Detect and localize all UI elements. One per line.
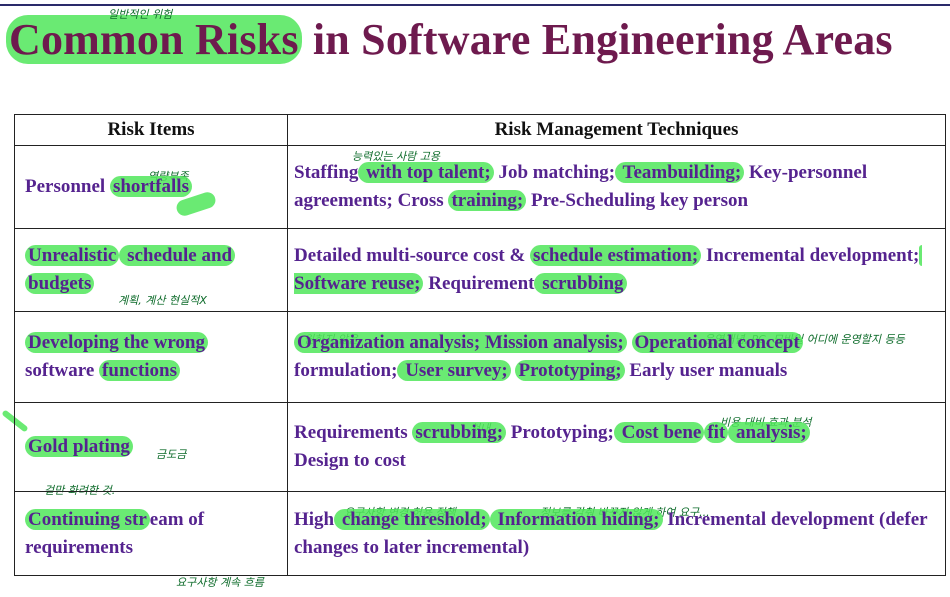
table-row: Developing the wrong software functions … xyxy=(14,311,946,403)
technique-text: Staffing xyxy=(294,162,359,183)
risk-item-highlight: Developing the wrong xyxy=(25,332,208,353)
technique-text xyxy=(627,332,632,353)
technique-highlight: User survey; xyxy=(397,360,511,381)
risk-item-highlight: shortfalls xyxy=(109,176,192,197)
table-row: Unrealistic schedule and budgets Detaile… xyxy=(14,228,946,312)
table-header-row: Risk Items Risk Management Techniques xyxy=(14,114,946,146)
technique-highlight: change threshold; xyxy=(334,508,490,530)
risk-item-cell: Continuing str eam of requirements xyxy=(14,491,288,576)
header-risk-techniques: Risk Management Techniques xyxy=(287,114,946,146)
risk-item-highlight: Continuing str xyxy=(25,508,150,530)
technique-highlight: scrubbing xyxy=(534,273,627,294)
technique-text: Pre-Scheduling key person xyxy=(526,190,749,211)
technique-text: Incremental development; xyxy=(701,245,920,266)
title-rest: in Software Engineering Areas xyxy=(301,15,893,64)
risk-item-cell: Developing the wrong software functions xyxy=(14,311,288,403)
slide-title: Common Risks in Software Engineering Are… xyxy=(6,14,893,65)
technique-highlight: fit xyxy=(704,422,729,443)
technique-text: formulation; xyxy=(294,360,398,381)
handwritten-note: 일반적인 위험 xyxy=(108,8,173,21)
technique-cell: Requirements scrubbing; Prototyping; Cos… xyxy=(287,402,946,492)
risk-item-highlight: schedule and xyxy=(119,245,236,266)
technique-text: Key-personnel agreements; Cross xyxy=(294,162,868,211)
technique-cell: Organization analysis; Mission analysis;… xyxy=(287,311,946,403)
technique-cell: High change threshold; Information hidin… xyxy=(287,491,946,576)
risk-item-highlight: Unrealistic xyxy=(25,245,120,266)
table-row: Continuing str eam of requirements High c… xyxy=(14,491,946,576)
header-risk-items: Risk Items xyxy=(14,114,288,146)
risk-item-text: Personnel xyxy=(25,176,110,197)
technique-text: High xyxy=(294,508,335,530)
technique-highlight: Cost bene xyxy=(613,422,705,443)
risk-item-text: eam of requirements xyxy=(25,508,205,558)
technique-highlight: schedule estimation; xyxy=(530,245,702,266)
technique-text: Detailed multi-source cost & xyxy=(294,245,531,266)
handwritten-note: 요구사항 계속 흐름 xyxy=(176,576,264,589)
technique-text: Prototyping; xyxy=(506,422,614,443)
technique-highlight: Operational concept xyxy=(631,332,803,353)
risk-item-highlight: functions xyxy=(99,360,181,381)
technique-text: Early user manuals xyxy=(624,360,788,381)
technique-highlight: Prototyping; xyxy=(515,360,625,381)
technique-highlight: analysis; xyxy=(728,422,810,443)
technique-highlight: Information hiding; xyxy=(489,508,663,530)
table-row: Personnel shortfalls Staffing with top t… xyxy=(14,145,946,229)
technique-highlight: Teambuilding; xyxy=(615,162,745,183)
title-highlight: Common Risks xyxy=(6,15,302,64)
risk-item-highlight: Gold plating xyxy=(25,436,133,457)
technique-highlight: with top talent; xyxy=(358,162,494,183)
technique-highlight: training; xyxy=(448,190,527,211)
table-row: Gold plating Requirements scrubbing; Pro… xyxy=(14,402,946,492)
technique-text: Requirement xyxy=(423,273,535,294)
technique-highlight: Organization analysis; Mission analysis; xyxy=(294,332,627,353)
technique-text: Incremental development (defer changes t… xyxy=(294,508,928,558)
risk-item-cell: Gold plating xyxy=(14,402,288,492)
technique-cell: Detailed multi-source cost & schedule es… xyxy=(287,228,946,312)
technique-text: Requirements xyxy=(294,422,413,443)
risk-item-cell: Personnel shortfalls xyxy=(14,145,288,229)
top-rule xyxy=(0,4,950,6)
technique-text: Design to cost xyxy=(294,450,406,471)
technique-cell: Staffing with top talent; Job matching; … xyxy=(287,145,946,229)
technique-text: Job matching; xyxy=(493,162,616,183)
technique-highlight: scrubbing; xyxy=(412,422,507,443)
risk-table: Risk Items Risk Management Techniques Pe… xyxy=(14,114,946,576)
risk-item-highlight: budgets xyxy=(25,273,95,294)
risk-item-cell: Unrealistic schedule and budgets xyxy=(14,228,288,312)
risk-item-text: software xyxy=(25,360,100,381)
